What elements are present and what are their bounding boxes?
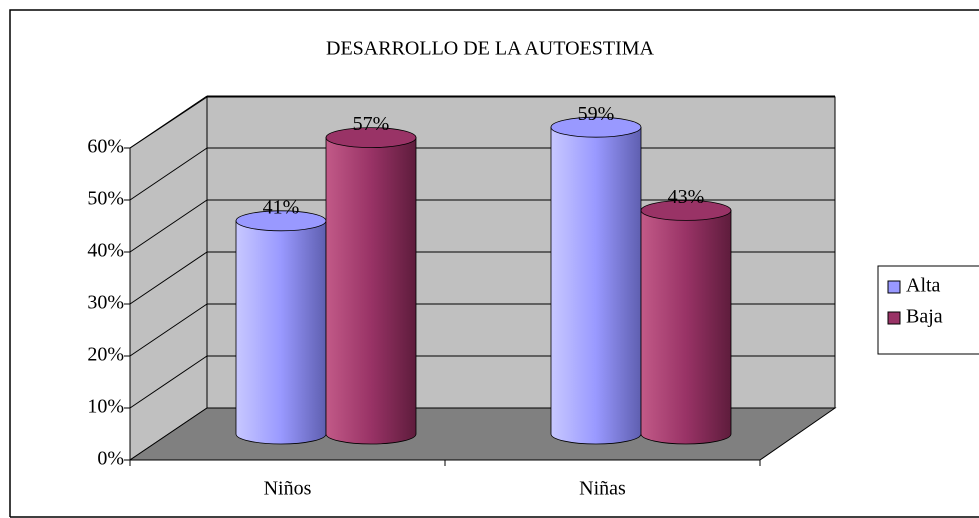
x-tick-label: Niñas <box>579 478 626 500</box>
value-label: 43% <box>668 186 705 208</box>
cylinder-body <box>325 137 417 445</box>
cylinder-top <box>550 116 642 138</box>
legend-label: Alta <box>906 275 941 297</box>
cylinder-body <box>235 220 327 445</box>
y-tick-label: 0% <box>97 448 124 470</box>
grid-line <box>129 303 208 357</box>
value-label: 41% <box>263 196 300 218</box>
y-tick-label: 20% <box>87 344 124 366</box>
legend-label: Baja <box>906 306 943 328</box>
y-tick-label: 40% <box>87 240 124 262</box>
grid-line <box>129 251 208 305</box>
value-label: 57% <box>353 113 390 135</box>
grid-line <box>129 199 208 253</box>
grid-line <box>129 147 208 201</box>
grid-line <box>129 95 208 149</box>
y-tick-label: 60% <box>87 136 124 158</box>
y-tick-label: 30% <box>87 292 124 314</box>
cylinder-body <box>550 126 642 445</box>
x-tick-label: Niños <box>264 478 312 500</box>
cylinder-body <box>640 210 732 445</box>
chart-title: DESARROLLO DE LA AUTOESTIMA <box>326 38 655 60</box>
grid-line <box>129 355 208 409</box>
y-tick-label: 50% <box>87 188 124 210</box>
cylinder-top <box>325 127 417 149</box>
legend-swatch <box>887 311 901 325</box>
legend-swatch <box>887 280 901 294</box>
y-tick-label: 10% <box>87 396 124 418</box>
chart-border <box>9 9 979 518</box>
value-label: 59% <box>578 103 615 125</box>
cylinder-top <box>640 199 732 221</box>
